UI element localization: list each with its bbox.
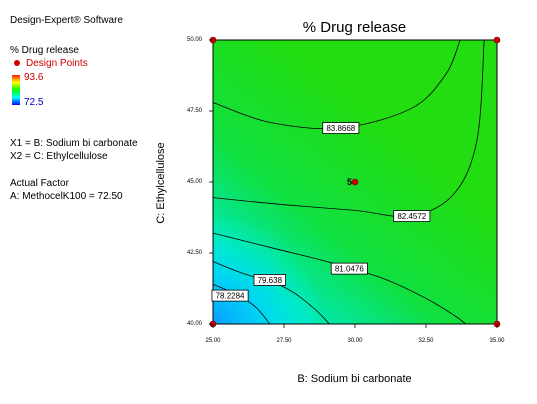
x-tick-label: 27.50 (276, 338, 292, 344)
software-name: Design-Expert® Software (10, 15, 123, 26)
x-axis-label: B: Sodium bi carbonate (297, 373, 412, 385)
y-axis-label: C: Ethylcellulose (155, 142, 167, 224)
x2-definition: X2 = C: Ethylcellulose (10, 151, 108, 162)
design-points-label: Design Points (26, 58, 88, 69)
contour-label: 82.4572 (397, 212, 426, 221)
contour-label-box (211, 289, 249, 302)
contour-line (212, 261, 330, 325)
y-tick-label: 47.50 (186, 108, 202, 114)
chart-title: % Drug release (302, 19, 407, 36)
design-point-count: 5 (347, 177, 352, 187)
design-point (351, 178, 359, 186)
x-tick-label: 35.00 (489, 338, 505, 344)
contour-line (212, 232, 467, 325)
contour-label: 79.638 (258, 276, 283, 285)
actual-factor-value: A: MethocelK100 = 72.50 (10, 191, 123, 202)
y-tick-label: 42.50 (186, 250, 202, 256)
x-tick-label: 25.00 (205, 338, 221, 344)
contour-label-box (330, 262, 368, 275)
contour-label: 83.8668 (326, 124, 355, 133)
scale-low-value: 72.5 (24, 97, 44, 108)
x1-definition: X1 = B: Sodium bi carbonate (10, 138, 138, 149)
contour-label-box (393, 210, 431, 222)
y-tick-label: 45.00 (186, 179, 202, 185)
response-name: % Drug release (10, 45, 79, 56)
x-tick-label: 32.50 (418, 338, 434, 344)
design-point-icon (14, 60, 20, 67)
contour-label-box (253, 274, 287, 286)
y-tick-label: 50.00 (186, 37, 202, 43)
design-point (493, 36, 501, 44)
contour-label: 81.0476 (335, 265, 364, 274)
contour-label-box (322, 122, 360, 134)
design-points-legend: Design Points (14, 58, 88, 69)
color-scale-bar (12, 75, 20, 105)
contour-label: 78.2284 (216, 292, 245, 301)
scale-high-value: 93.6 (24, 72, 44, 83)
x-tick-label: 30.00 (347, 338, 363, 344)
y-tick-label: 40.00 (186, 321, 202, 327)
actual-factor-heading: Actual Factor (10, 178, 69, 189)
contour-line (212, 39, 461, 130)
